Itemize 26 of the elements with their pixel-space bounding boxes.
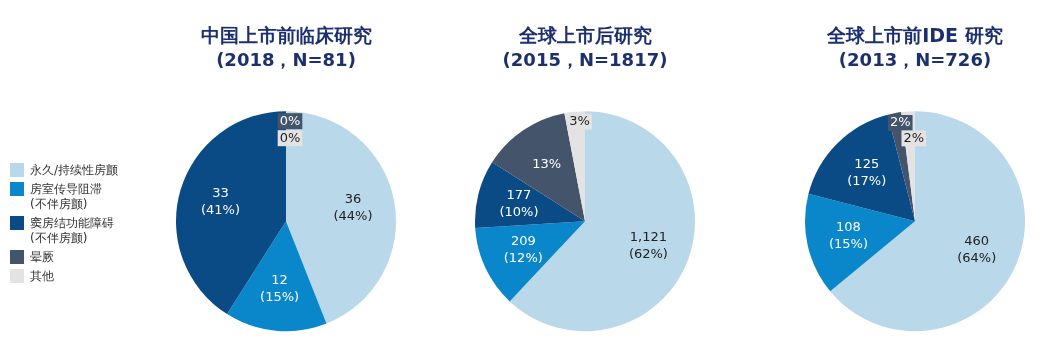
data-label: 1,121 (62%) bbox=[628, 229, 668, 262]
data-label: 460 (64%) bbox=[957, 233, 997, 266]
data-label: 209 (12%) bbox=[503, 233, 543, 266]
data-label: 13% bbox=[532, 156, 562, 172]
data-label: 36 (44%) bbox=[333, 191, 373, 224]
legend-label: 窦房结功能障碍 (不伴房颤) bbox=[30, 216, 114, 246]
chart-title: 全球上市后研究 bbox=[517, 24, 652, 47]
data-label: 2% bbox=[903, 129, 925, 145]
legend-label: 房室传导阻滞 (不伴房颤) bbox=[30, 182, 102, 212]
data-label: 12 (15%) bbox=[260, 271, 300, 304]
text: 0% bbox=[279, 112, 301, 128]
chart-title: 全球上市前IDE 研究 bbox=[826, 24, 1003, 47]
text: 0% bbox=[279, 129, 301, 145]
chart-subtitle: (2015，N=1817) bbox=[502, 49, 668, 71]
chart-subtitle: (2018，N=81) bbox=[216, 49, 356, 71]
data-label: 108 (15%) bbox=[828, 218, 868, 251]
legend-label: 其他 bbox=[30, 269, 54, 284]
legend-label: 永久/持续性房颤 bbox=[30, 163, 119, 178]
data-label: 2% bbox=[889, 114, 911, 130]
legend-label: 晕厥 bbox=[30, 250, 54, 265]
chart-title: 中国上市前临床研究 bbox=[200, 24, 372, 47]
data-label: 3% bbox=[569, 113, 590, 129]
data-label: 125 (17%) bbox=[847, 155, 887, 188]
chart-subtitle: (2013，N=726) bbox=[838, 49, 992, 71]
data-label: 177 (10%) bbox=[499, 187, 539, 220]
data-label: 33 (41%) bbox=[200, 185, 241, 218]
